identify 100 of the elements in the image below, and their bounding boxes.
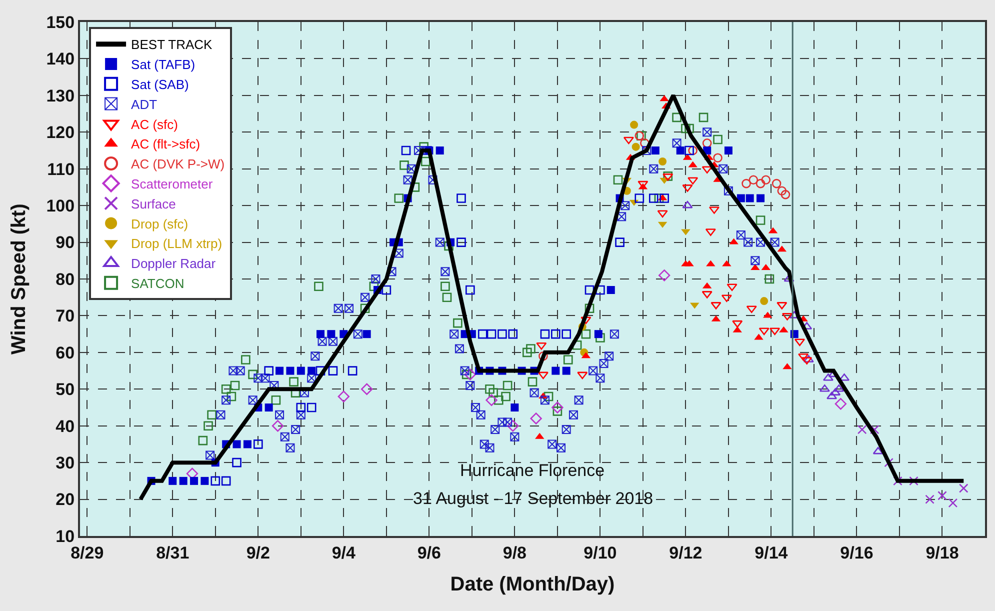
legend-label: AC (flt->sfc): [131, 136, 200, 152]
point: [551, 329, 560, 339]
point: [758, 328, 770, 336]
point: [777, 186, 787, 196]
point: [478, 329, 488, 339]
point: [834, 398, 847, 410]
point: [736, 194, 745, 202]
point: [456, 194, 466, 203]
point: [466, 285, 475, 295]
y-tick-label: 50: [56, 380, 75, 400]
point: [648, 194, 658, 203]
y-tick-label: 80: [56, 270, 75, 289]
point: [168, 476, 177, 485]
point: [179, 476, 188, 485]
y-tick-label: 140: [46, 50, 75, 69]
point: [657, 210, 668, 218]
point: [485, 384, 494, 394]
y-tick-label: 70: [56, 306, 75, 326]
point: [544, 392, 554, 402]
x-tick-label: 9/8: [502, 543, 527, 562]
point: [764, 274, 774, 284]
point: [772, 178, 782, 188]
point: [316, 330, 324, 338]
point: [606, 286, 615, 294]
x-tick-label: 9/2: [246, 543, 270, 562]
y-tick-label: 30: [56, 454, 75, 473]
point: [658, 269, 670, 282]
point: [721, 294, 732, 302]
point: [780, 190, 790, 200]
point: [756, 216, 766, 225]
y-tick-label: 90: [56, 233, 75, 252]
point: [540, 329, 550, 339]
point: [501, 392, 510, 402]
point: [584, 304, 594, 314]
point: [580, 316, 592, 324]
point: [221, 476, 231, 486]
point: [702, 166, 712, 174]
point: [436, 146, 444, 154]
point: [538, 372, 548, 380]
point: [826, 392, 838, 400]
point: [296, 366, 305, 375]
point: [401, 146, 411, 156]
y-tick-label: 110: [47, 160, 75, 179]
point: [289, 377, 298, 386]
point: [702, 138, 712, 148]
point: [698, 112, 708, 122]
y-tick-label: 150: [46, 12, 75, 32]
legend-label: Sat (TAFB): [131, 57, 196, 72]
point: [526, 344, 536, 354]
point: [948, 498, 958, 508]
point: [552, 402, 564, 414]
point: [308, 366, 316, 375]
x-axis-title: Date (Month/Day): [450, 573, 615, 596]
point: [562, 366, 570, 375]
legend-label: SATCON: [131, 276, 184, 291]
point: [494, 396, 504, 405]
point: [241, 355, 250, 364]
point: [348, 366, 358, 376]
x-tick-label: 9/10: [584, 543, 617, 562]
point: [232, 458, 242, 468]
point: [958, 484, 968, 493]
point: [615, 238, 624, 247]
point: [232, 440, 241, 448]
point: [360, 383, 373, 395]
point: [724, 146, 732, 154]
point: [522, 348, 532, 358]
legend-label: Doppler Radar: [131, 256, 216, 272]
point: [822, 373, 834, 381]
point: [210, 476, 220, 486]
point: [594, 330, 602, 338]
point: [204, 421, 213, 431]
point: [682, 200, 693, 208]
x-tick-label: 8/29: [70, 543, 104, 562]
point: [748, 175, 758, 185]
point: [502, 380, 512, 390]
point: [634, 194, 644, 203]
point: [925, 494, 934, 504]
point: [264, 366, 274, 376]
x-tick-label: 9/16: [840, 543, 874, 562]
point: [507, 420, 519, 432]
point: [296, 402, 306, 412]
point: [453, 318, 462, 328]
point: [688, 146, 698, 156]
point: [872, 446, 884, 454]
point: [286, 366, 294, 375]
point: [713, 134, 722, 144]
point: [440, 282, 450, 291]
annotation: 31 August - 17 September 2018: [413, 489, 654, 508]
point: [770, 328, 780, 336]
point: [658, 158, 667, 166]
legend-label: BEST TRACK: [131, 37, 213, 52]
legend-label: Drop (LLM xtrp): [131, 236, 222, 252]
legend-label: Drop (sfc): [131, 216, 188, 232]
y-tick-label: 100: [46, 196, 75, 216]
point: [400, 160, 409, 170]
point: [230, 380, 240, 390]
point: [530, 412, 542, 424]
point: [938, 490, 947, 500]
point: [870, 424, 880, 434]
point: [243, 440, 252, 448]
